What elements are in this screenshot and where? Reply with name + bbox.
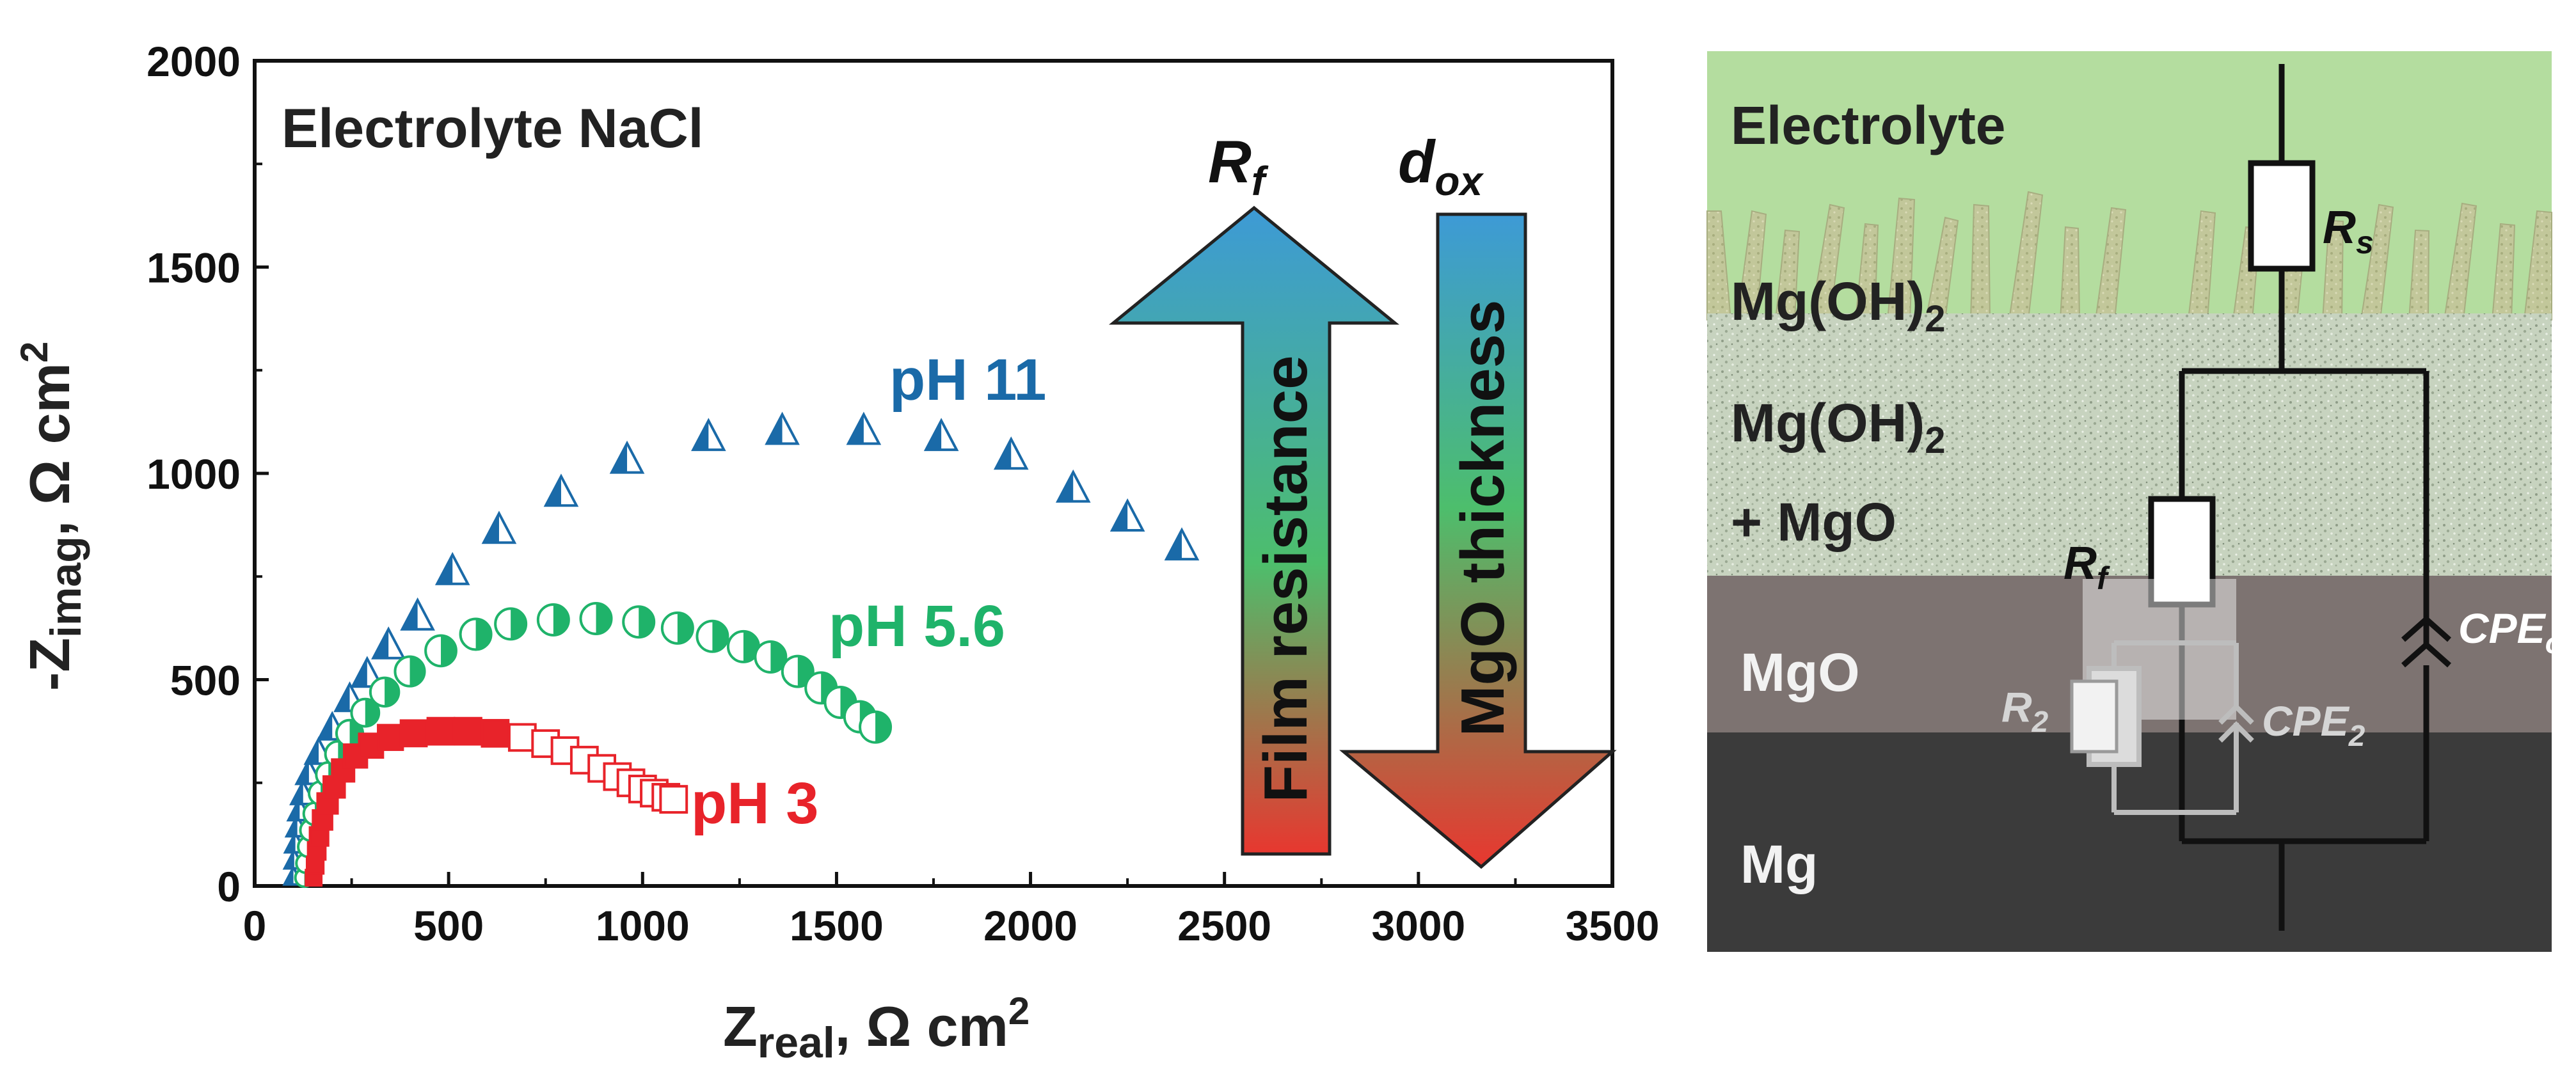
x-axis-label: Zreal, Ω cm2 [723, 990, 1030, 1067]
y-tick-label: 2000 [147, 38, 241, 85]
data-markers [282, 411, 1200, 889]
data-point-fill [284, 867, 294, 885]
rf-symbol: Rf [1208, 128, 1269, 204]
data-point-fill [402, 600, 418, 629]
data-point [481, 718, 510, 748]
x-label-unit: , Ω cm [835, 995, 1008, 1058]
y-axis-label: -Zimag, Ω cm2 [13, 342, 90, 691]
x-tick-label: 3000 [1371, 902, 1465, 949]
series-ph-3 [305, 716, 688, 887]
label-mg: Mg [1740, 834, 1818, 894]
dox-symbol: dox [1398, 128, 1484, 204]
data-point-fill [441, 635, 456, 667]
y-label-main: -Z [18, 638, 81, 691]
y-tick-label: 0 [217, 863, 241, 910]
label-rf: Rf [2063, 538, 2110, 596]
data-point-fill [373, 629, 389, 658]
data-point-fill [553, 604, 569, 635]
data-point-fill [288, 798, 300, 821]
label-rs: Rs [2323, 202, 2374, 260]
label-cpe-ox: CPEox [2458, 605, 2576, 660]
data-point-fill [291, 781, 303, 804]
data-point-fill [296, 760, 309, 784]
equivalent-circuit [2148, 64, 2451, 931]
y-tick-label: 1000 [147, 450, 241, 498]
y-label-unit: , Ω cm [18, 363, 81, 536]
series-label-ph3: pH 3 [691, 771, 818, 836]
x-tick-label: 1000 [596, 902, 690, 949]
data-point-fill [352, 658, 367, 687]
label-electrolyte: Electrolyte [1731, 95, 2006, 155]
y-label-sub: imag [42, 536, 90, 638]
hydroxide-needles [1706, 191, 2552, 320]
x-tick-label: 3500 [1566, 902, 1660, 949]
data-point-fill [770, 642, 786, 673]
x-label-sup: 2 [1008, 990, 1030, 1032]
electrolyte-layer [1707, 51, 2552, 313]
data-point-fill [409, 656, 425, 686]
data-point-fill [385, 677, 399, 707]
label-mgoh2-mgo: Mg(OH)2 [1731, 393, 1946, 461]
data-point-fill [1112, 501, 1128, 530]
data-point-fill [475, 619, 491, 650]
label-plus-mgo: + MgO [1731, 492, 1896, 552]
x-tick-label: 2000 [983, 902, 1077, 949]
data-point [659, 785, 688, 814]
data-point-fill [511, 608, 527, 640]
label-mgoh2: Mg(OH)2 [1731, 271, 1946, 340]
data-point-fill [437, 555, 453, 584]
chart-title: Electrolyte NaCl [282, 98, 704, 159]
y-label-sup: 2 [13, 342, 56, 363]
label-r2: R2 [2001, 683, 2049, 738]
data-point-fill [767, 414, 783, 444]
data-point-fill [365, 699, 379, 727]
label-mgo: MgO [1740, 642, 1860, 702]
data-point [454, 716, 482, 746]
x-label-main: Z [723, 995, 758, 1058]
mgo-thickness-arrow [1339, 212, 1617, 869]
series-label-ph11: pH 11 [889, 347, 1046, 413]
data-point-fill [612, 443, 628, 473]
data-point-fill [596, 603, 612, 635]
film-resistance-text: Film resistance [1252, 356, 1320, 803]
x-label-sub: real [758, 1018, 835, 1067]
layer-diagram: Electrolyte Mg(OH)2 Mg(OH)2 + MgO MgO Mg [1706, 51, 2576, 952]
data-point [426, 716, 456, 746]
data-point [399, 719, 428, 748]
data-point-fill [712, 620, 728, 652]
label-cpe2: CPE2 [2262, 697, 2365, 752]
data-point [507, 723, 537, 752]
data-point-fill [285, 833, 296, 853]
data-point-fill [875, 711, 891, 743]
x-tick-label: 1500 [790, 902, 884, 949]
data-point-fill [996, 439, 1012, 469]
nyquist-chart: 0 500 1000 1500 2000 2500 3000 3500 0 500 1000 150… [13, 38, 1659, 1067]
mgo-thickness-text: MgO thickness [1449, 300, 1517, 737]
data-point-fill [848, 414, 864, 444]
x-tick-label: 2500 [1177, 902, 1271, 949]
y-axis-ticks: 0 500 1000 1500 2000 [147, 38, 269, 910]
data-point-fill [545, 476, 561, 506]
y-tick-label: 1500 [147, 244, 241, 292]
data-point-fill [926, 420, 942, 450]
series-label-ph56: pH 5.6 [829, 594, 1005, 659]
x-axis-ticks: 0 500 1000 1500 2000 2500 3000 3500 [243, 872, 1660, 949]
data-point-fill [639, 606, 655, 638]
data-point-fill [483, 513, 499, 543]
data-point [377, 723, 404, 751]
x-tick-label: 0 [243, 902, 267, 949]
x-tick-label: 500 [413, 902, 484, 949]
film-resistance-arrow [1108, 205, 1400, 856]
faded-subcircuit [2070, 579, 2254, 815]
data-point-fill [284, 850, 294, 869]
data-point-fill [677, 612, 693, 644]
hydroxide-mgo-layer [1707, 313, 2552, 576]
y-tick-label: 500 [170, 657, 241, 704]
data-point-fill [335, 684, 350, 711]
